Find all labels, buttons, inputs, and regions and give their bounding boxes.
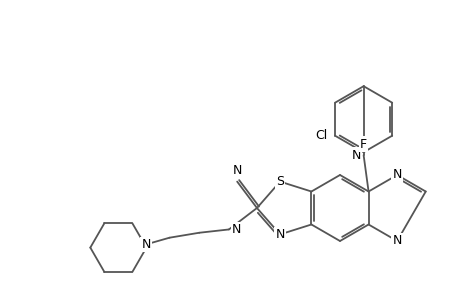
Text: Cl: Cl (314, 129, 326, 142)
Text: N: N (392, 235, 401, 248)
Text: N: N (351, 149, 360, 162)
Text: N: N (232, 164, 241, 177)
Text: S: S (275, 175, 284, 188)
Text: N: N (275, 228, 284, 241)
Text: N: N (231, 223, 241, 236)
Text: N: N (141, 238, 151, 251)
Text: N: N (392, 169, 401, 182)
Text: F: F (359, 138, 366, 151)
